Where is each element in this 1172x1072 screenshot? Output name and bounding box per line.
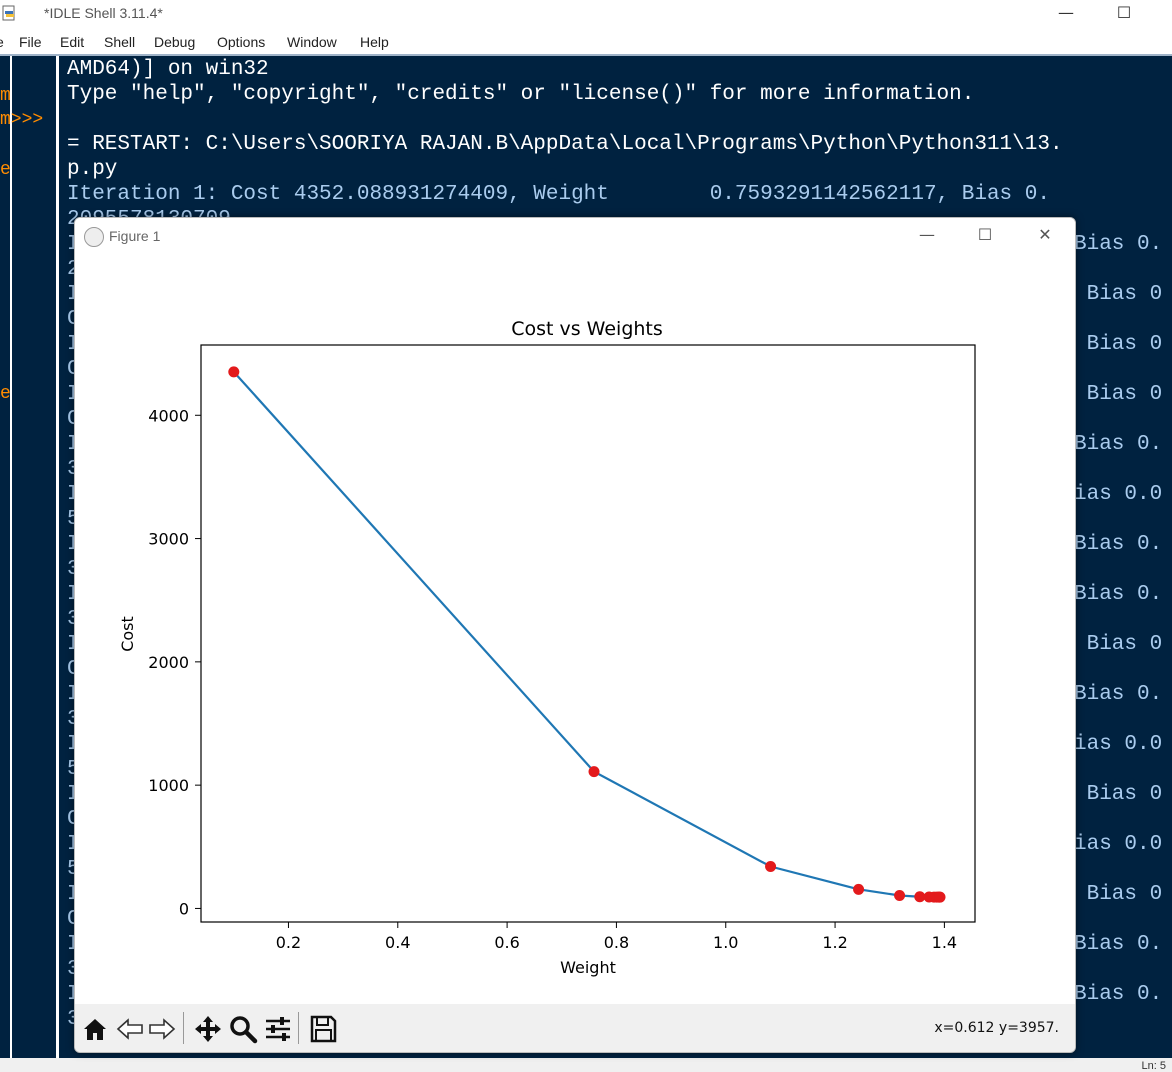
shell-output-fragment: Bias 0 [1074,333,1163,356]
matplotlib-icon [84,227,104,247]
chart-title: Cost vs Weights [511,318,663,340]
menu-help[interactable]: Help [360,34,389,50]
figure-maximize-button[interactable]: ☐ [977,225,993,244]
shell-output-fragment: Bias 0. [1074,583,1163,606]
y-axis-label: Cost [118,616,137,652]
configure-icon[interactable] [263,1014,293,1044]
shell-output-fragment: Bias 0 [1074,633,1163,656]
gutter-prompt: m>>> [0,110,44,130]
menu-file[interactable]: File [19,34,42,50]
pan-icon[interactable] [193,1014,223,1044]
x-tick-label: 1.2 [822,933,847,952]
figure-minimize-button[interactable]: — [919,225,935,244]
shell-output-fragment: Bias 0 [1074,783,1163,806]
data-point [765,861,777,873]
menu-edit[interactable]: Edit [60,34,85,50]
cost-vs-weights-chart: Cost vs Weights 0.2 0.4 0.6 0.8 1.0 1.2 1.4 0 10… [118,318,976,977]
x-tick-label: 0.2 [276,933,301,952]
maximize-button[interactable]: ☐ [1116,3,1132,22]
save-icon[interactable] [308,1014,338,1044]
status-bar: Ln: 5 [0,1058,1172,1072]
menu-separator [0,54,1172,56]
x-tick-label: 0.6 [494,933,519,952]
shell-output-fragment: Bias 0. [1074,233,1163,256]
figure-toolbar: x=0.612 y=3957. [75,1004,1075,1052]
x-tick-label: 1.4 [932,933,957,952]
back-icon[interactable] [115,1014,145,1044]
forward-icon[interactable] [147,1014,177,1044]
shell-output-fragment: Bias 0 [1074,283,1163,306]
figure-canvas[interactable]: Cost vs Weights 0.2 0.4 0.6 0.8 1.0 1.2 1.4 0 10… [75,254,1075,1004]
shell-line: Type "help", "copyright", "credits" or "… [67,83,975,106]
home-icon[interactable] [80,1014,110,1044]
x-tick-label: 0.4 [385,933,410,952]
data-point [588,766,600,778]
data-point [894,889,906,901]
line-gutter: m m>>> e e [0,56,56,1072]
menu-bar: e File Edit Shell Debug Options Window H… [0,30,1172,54]
shell-output-fragment: Bias 0. [1074,683,1163,706]
menu-edge-fragment: e [0,34,4,50]
shell-output-fragment: Bias 0 [1074,383,1163,406]
shell-output-fragment: Bias 0 [1074,883,1163,906]
data-point [228,366,240,378]
shell-line: p.py [67,158,118,181]
x-tick-label: 0.8 [604,933,629,952]
left-divider [10,56,12,1072]
python-file-icon [2,5,15,21]
gutter-mark: e [0,160,11,180]
axes-frame [200,344,976,923]
idle-title-bar: *IDLE Shell 3.11.4* — ☐ [0,0,1172,30]
menu-shell[interactable]: Shell [104,34,136,50]
shell-output-fragment: Bias 0. [1074,933,1163,956]
shell-line: AMD64)] on win32 [67,58,269,81]
data-point [934,891,946,903]
menu-window[interactable]: Window [287,34,337,50]
shell-output-line: Iteration 1: Cost 4352.088931274409, Wei… [67,183,1050,206]
data-point [853,883,865,895]
minimize-button[interactable]: — [1058,3,1074,22]
zoom-icon[interactable] [228,1014,258,1044]
shell-output-fragment: Bias 0. [1074,433,1163,456]
gutter-mark: m [0,86,11,106]
figure-title: Figure 1 [109,228,161,244]
shell-output-fragment: ias 0.0 [1074,483,1163,506]
cursor-coordinate-readout: x=0.612 y=3957. [934,1020,1059,1036]
window-title: *IDLE Shell 3.11.4* [44,5,163,21]
left-strip [0,56,10,1072]
y-tick-label: 1000 [148,776,189,795]
x-tick-label: 1.0 [713,933,738,952]
data-point [914,891,926,903]
x-axis-label: Weight [560,958,616,977]
y-tick-label: 3000 [148,530,189,549]
y-tick-label: 2000 [148,653,189,672]
menu-options[interactable]: Options [217,34,266,50]
figure-close-button[interactable]: ✕ [1038,225,1052,244]
series-line [232,371,941,899]
toolbar-separator [298,1012,299,1044]
line-column-status: Ln: 5 [1141,1060,1166,1072]
figure-title-bar: Figure 1 — ☐ ✕ [75,218,1075,254]
gutter-divider [56,56,59,1072]
figure-window[interactable]: Figure 1 — ☐ ✕ Cost vs Weights 0.2 0.4 0.6… [74,217,1076,1053]
menu-debug[interactable]: Debug [154,34,196,50]
shell-line: = RESTART: C:\Users\SOORIYA RAJAN.B\AppD… [67,133,1063,156]
shell-output-fragment: Bias 0. [1074,983,1163,1006]
shell-output-fragment: ias 0.0 [1074,833,1163,856]
y-tick-label: 0 [179,899,189,918]
shell-output-fragment: Bias 0. [1074,533,1163,556]
toolbar-separator [183,1012,184,1044]
gutter-mark: e [0,384,11,404]
y-tick-label: 4000 [148,406,189,425]
shell-output-fragment: ias 0.0 [1074,733,1163,756]
